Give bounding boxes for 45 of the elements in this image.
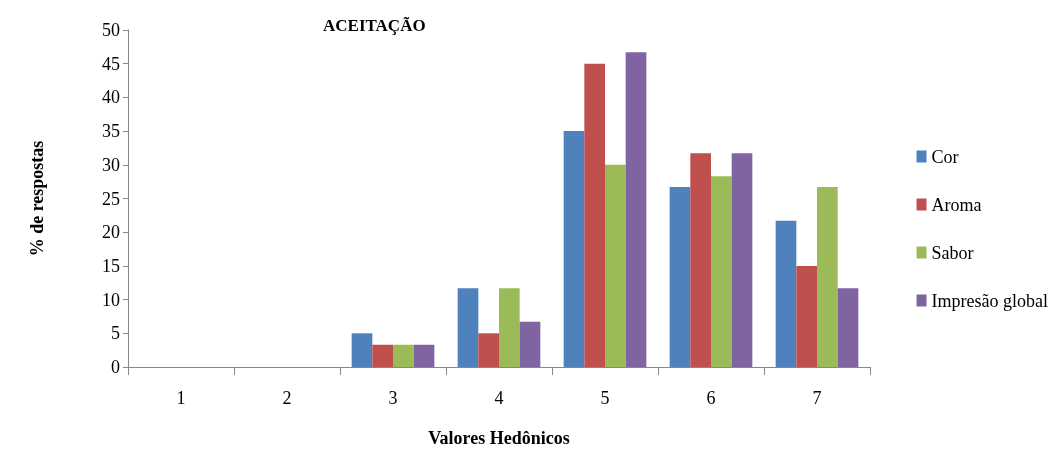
bar	[372, 344, 393, 367]
legend-label: Impresão global	[931, 290, 1048, 311]
bar	[817, 187, 838, 367]
bar	[519, 321, 541, 367]
bar	[457, 288, 479, 367]
x-tick-label: 1	[176, 388, 186, 408]
bar	[563, 131, 585, 367]
bar	[711, 176, 732, 367]
bar	[731, 153, 753, 367]
y-tick-label: 5	[111, 323, 120, 344]
y-tick-label: 15	[102, 255, 120, 276]
y-tick-label: 40	[102, 87, 120, 108]
x-axis-title: Valores Hedônicos	[428, 428, 570, 448]
bar	[605, 164, 626, 367]
legend-label: Cor	[931, 146, 959, 167]
y-tick-label: 10	[102, 289, 120, 310]
legend-label: Aroma	[931, 194, 982, 215]
x-tick-label: 7	[812, 388, 822, 408]
x-tick-label: 3	[388, 388, 398, 408]
bar	[690, 153, 711, 367]
chart-title: ACEITAÇÃO	[323, 16, 426, 35]
y-tick-label: 45	[102, 53, 120, 74]
y-tick-label: 25	[102, 188, 120, 209]
x-tick-label: 2	[282, 388, 292, 408]
bar	[499, 288, 520, 367]
y-axis-title: % de respostas	[27, 140, 47, 257]
bar	[584, 63, 605, 367]
y-tick-label: 0	[111, 357, 120, 377]
y-tick-label: 35	[102, 121, 120, 142]
bar	[669, 187, 691, 367]
x-tick-label: 5	[600, 388, 610, 408]
y-tick-label: 50	[102, 20, 120, 40]
bar	[393, 344, 414, 367]
bar	[625, 52, 647, 367]
x-tick-label: 4	[494, 388, 504, 408]
bar	[837, 288, 859, 367]
legend-label: Sabor	[931, 242, 974, 263]
bar	[478, 333, 499, 367]
x-tick-label: 6	[706, 388, 716, 408]
y-tick-label: 20	[102, 222, 120, 243]
bar	[351, 333, 373, 367]
bar	[413, 344, 435, 367]
bar	[796, 265, 817, 367]
bar	[775, 220, 797, 367]
y-tick-label: 30	[102, 154, 120, 175]
